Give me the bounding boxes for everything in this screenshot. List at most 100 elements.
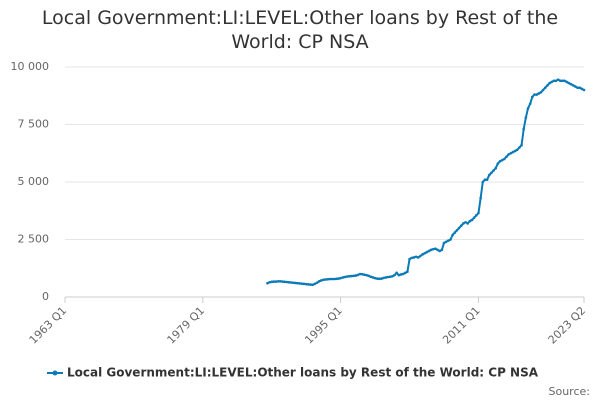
data-point (524, 116, 528, 119)
y-tick-label: 7 500 (18, 118, 50, 131)
data-point (440, 248, 444, 252)
data-point (285, 280, 289, 284)
data-point (511, 150, 515, 154)
data-point (363, 273, 366, 276)
y-tick-label: 2 500 (18, 233, 50, 246)
data-point (546, 84, 549, 87)
data-point (421, 253, 424, 256)
data-point (541, 88, 545, 92)
data-point (388, 275, 392, 279)
data-point (384, 276, 388, 279)
data-point (328, 277, 332, 281)
data-point (375, 277, 379, 280)
data-point (291, 281, 295, 285)
data-point (543, 86, 547, 89)
data-point (313, 282, 317, 286)
data-point (449, 238, 452, 241)
data-point (554, 79, 558, 83)
data-point (470, 218, 474, 222)
data-point (526, 107, 530, 110)
data-point (457, 226, 461, 230)
legend-swatch-dot (52, 370, 58, 376)
data-point (485, 178, 489, 181)
data-point (360, 272, 364, 276)
data-point (427, 249, 431, 253)
data-point (296, 281, 299, 285)
chart-title: Local Government:LI:LEVEL:Other loans by… (41, 7, 559, 53)
data-point (298, 282, 302, 285)
data-point (373, 276, 377, 280)
data-point (395, 271, 398, 275)
data-point (472, 216, 476, 219)
data-point (494, 166, 498, 170)
data-point (335, 277, 338, 281)
data-point (563, 79, 566, 83)
data-point (539, 91, 543, 94)
data-point (294, 281, 297, 285)
data-point (550, 80, 553, 84)
data-point (483, 178, 487, 181)
data-point (444, 240, 448, 244)
data-point (434, 247, 437, 250)
x-tick-label: 1979 Q1 (165, 304, 208, 347)
data-point (403, 271, 407, 275)
data-point (272, 280, 276, 283)
y-tick-label: 5 000 (18, 175, 50, 188)
data-point (309, 283, 312, 286)
data-point (423, 252, 426, 255)
data-point (337, 277, 340, 280)
data-point (492, 169, 495, 172)
data-point (531, 95, 534, 99)
data-point (281, 280, 284, 283)
x-tick-label: 1995 Q1 (302, 304, 345, 347)
data-point (438, 249, 442, 253)
data-point (479, 196, 482, 200)
data-point (528, 102, 532, 106)
data-point (518, 146, 521, 149)
y-tick-label: 0 (42, 290, 49, 303)
data-point (270, 280, 274, 284)
data-point (410, 256, 414, 260)
data-point (356, 273, 360, 277)
data-point (332, 277, 336, 281)
data-point (300, 282, 304, 285)
data-point (354, 274, 358, 277)
data-point (347, 275, 351, 278)
data-point (515, 148, 519, 152)
data-point (453, 231, 457, 234)
data-point (408, 257, 411, 261)
data-point (378, 277, 381, 281)
data-point (419, 254, 422, 258)
data-point (287, 280, 291, 284)
data-point (431, 247, 435, 251)
data-point (513, 149, 517, 153)
data-point (559, 79, 562, 83)
data-point (447, 239, 450, 242)
data-point (365, 273, 368, 277)
data-point (567, 81, 571, 85)
data-point (401, 272, 405, 276)
data-point (367, 274, 370, 278)
data-point (399, 273, 403, 276)
data-point (477, 211, 480, 215)
data-point (503, 157, 506, 161)
data-point (464, 220, 467, 224)
data-point (274, 280, 278, 283)
data-point (509, 151, 513, 155)
data-point (487, 173, 491, 177)
data-point (442, 241, 446, 245)
data-point (289, 281, 293, 284)
data-point (369, 275, 373, 279)
data-point (345, 275, 349, 278)
x-tick-label: 2011 Q1 (440, 304, 483, 347)
data-point (578, 86, 581, 89)
data-point (341, 276, 345, 279)
data-point (520, 143, 523, 147)
data-point (371, 276, 375, 279)
data-point (382, 276, 386, 280)
data-point (343, 275, 347, 279)
data-point (268, 280, 271, 284)
data-point (522, 127, 526, 131)
data-point (574, 85, 577, 88)
